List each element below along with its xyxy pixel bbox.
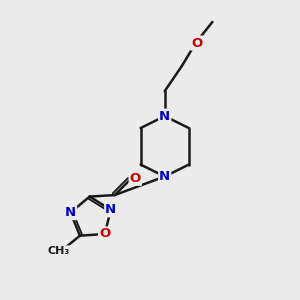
Text: O: O	[99, 227, 110, 241]
Text: N: N	[159, 110, 170, 123]
Text: N: N	[105, 203, 116, 216]
Text: CH₃: CH₃	[47, 246, 70, 256]
Text: N: N	[65, 206, 76, 219]
Text: O: O	[130, 172, 141, 185]
Text: O: O	[191, 37, 202, 50]
Text: N: N	[159, 170, 170, 183]
